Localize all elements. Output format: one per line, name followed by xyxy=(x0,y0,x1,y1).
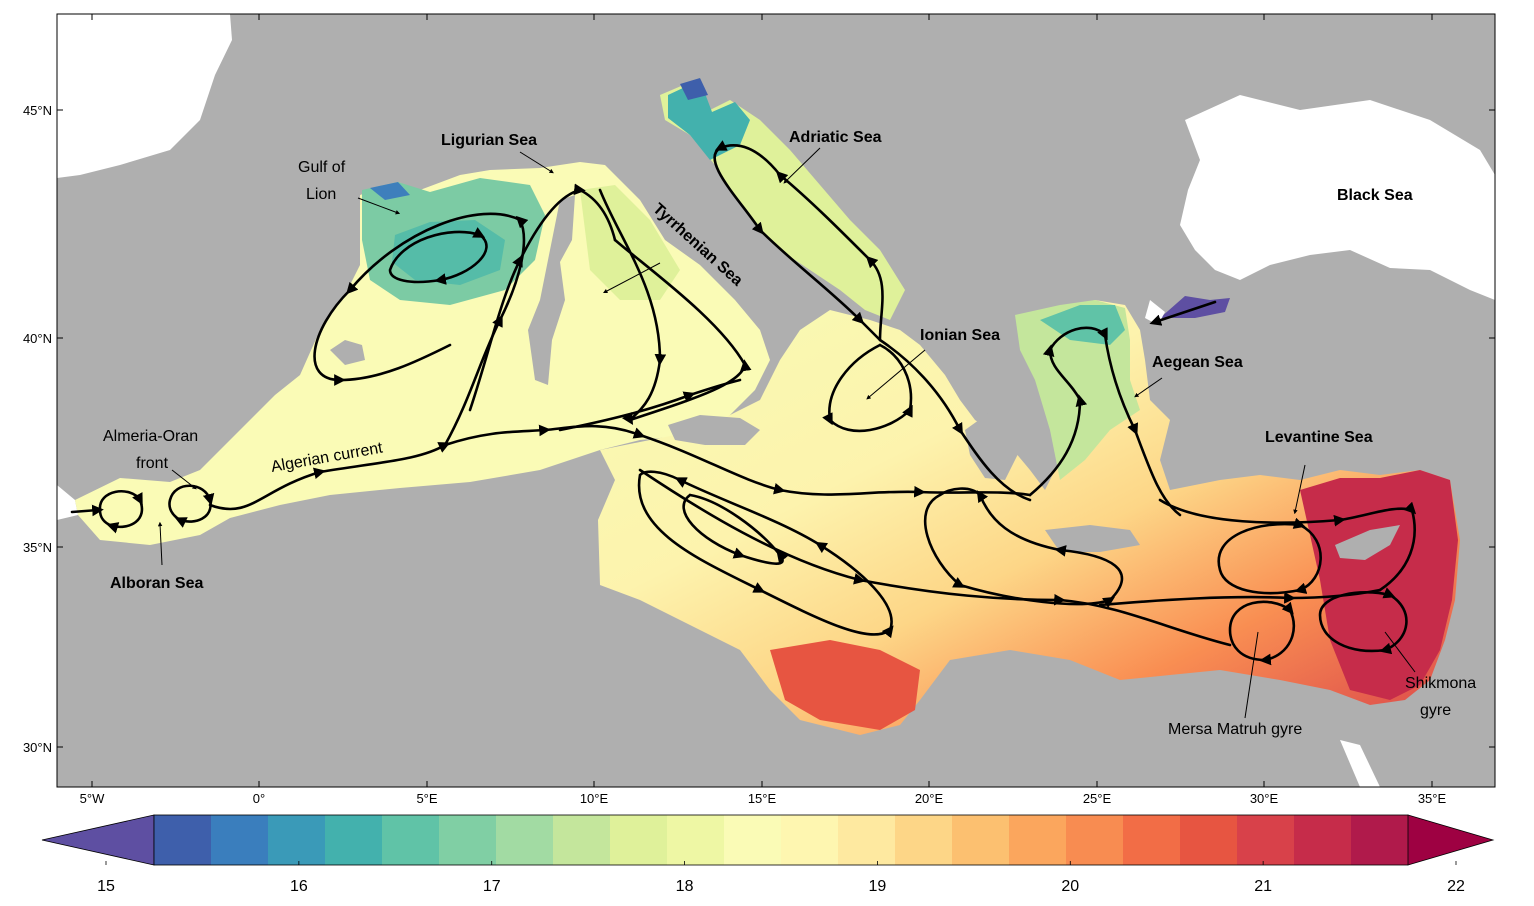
label-black-sea: Black Sea xyxy=(1337,187,1413,204)
colorbar-swatch xyxy=(1294,815,1352,865)
aegean-loop xyxy=(1028,326,1182,517)
colorbar-tick-label: 19 xyxy=(869,878,887,895)
colorbar-swatch xyxy=(1180,815,1238,865)
colorbar-swatch xyxy=(724,815,782,865)
ligurian-gyre xyxy=(388,227,488,285)
lon-tick-label: 35°E xyxy=(1418,791,1447,806)
colorbar-swatch xyxy=(895,815,953,865)
northern-current xyxy=(468,183,617,412)
cyprus xyxy=(1335,525,1400,560)
colorbar-swatch xyxy=(439,815,497,865)
ionian-eastern-branch xyxy=(878,338,1032,502)
tyrrhenian-branch xyxy=(558,378,742,432)
colorbar-swatch xyxy=(610,815,668,865)
label-adriatic-sea: Adriatic Sea xyxy=(789,129,882,146)
shikmona-gyre-path xyxy=(1318,587,1408,655)
map-frame xyxy=(57,14,1495,787)
red-sea xyxy=(1340,740,1380,787)
label-gulf-of-lion-1: Gulf of xyxy=(298,159,346,176)
colorbar-swatch xyxy=(553,815,611,865)
lon-tick-label: 5°W xyxy=(80,791,105,806)
lon-tick-label: 5°E xyxy=(416,791,437,806)
map-border xyxy=(56,13,1496,788)
colorbar-swatch xyxy=(1123,815,1181,865)
colorbar-tick-label: 20 xyxy=(1061,878,1079,895)
colorbar-extend-low xyxy=(41,814,155,866)
axis-ticks: 5°W 0° 5°E 10°E 15°E 20°E 25°E 30°E 35°E 45°N 40°N… xyxy=(23,14,1495,806)
lat-tick-label: 45°N xyxy=(23,103,52,118)
lon-tick-label: 10°E xyxy=(580,791,609,806)
gulf-of-lion-edge xyxy=(370,182,410,200)
colorbar-swatch xyxy=(1066,815,1124,865)
label-aegean-sea: Aegean Sea xyxy=(1152,354,1243,371)
colorbar-swatch xyxy=(268,815,326,865)
colorbar-swatch xyxy=(1009,815,1067,865)
sidra-loop xyxy=(637,470,894,639)
label-almeria-oran-1: Almeria-Oran xyxy=(103,428,198,445)
lon-tick-label: 15°E xyxy=(748,791,777,806)
lat-tick-label: 35°N xyxy=(23,540,52,555)
central-small-loop xyxy=(682,493,789,565)
alboran-entry xyxy=(70,504,104,517)
alboran-east-gyre xyxy=(168,484,215,528)
colorbar-swatch xyxy=(838,815,896,865)
colorbar-tick-label: 21 xyxy=(1254,878,1272,895)
colorbar-tick-label: 17 xyxy=(483,878,501,895)
colorbar-swatch xyxy=(211,815,269,865)
tyrrhenian-loop xyxy=(598,188,752,425)
colorbar-tick-label: 15 xyxy=(97,878,115,895)
adriatic-north-edge xyxy=(680,78,708,100)
colorbar-tick-label: 22 xyxy=(1447,878,1465,895)
colorbar-extend-high xyxy=(1407,814,1495,866)
label-shikmona-1: Shikmona xyxy=(1405,675,1476,692)
peloponnese xyxy=(965,412,1020,480)
atlantic-ocean xyxy=(57,14,232,178)
adriatic-north-cool xyxy=(668,80,750,160)
label-levantine-sea: Levantine Sea xyxy=(1265,429,1373,446)
lon-tick-label: 25°E xyxy=(1083,791,1112,806)
label-shikmona-2: gyre xyxy=(1420,702,1451,719)
algerian-current-path xyxy=(208,424,1032,511)
black-sea xyxy=(1180,95,1495,300)
lon-tick-label: 0° xyxy=(253,791,265,806)
lat-tick-label: 30°N xyxy=(23,740,52,755)
alboran-west-gyre xyxy=(98,490,144,534)
mersa-matruh-gyre-path xyxy=(1228,600,1296,666)
colorbar-swatch xyxy=(1351,815,1409,865)
circulation-currents xyxy=(70,140,1417,666)
dardanelles-flow xyxy=(1149,300,1217,326)
levantine-current xyxy=(1158,498,1417,592)
colorbar-swatch xyxy=(1237,815,1295,865)
lat-tick-label: 40°N xyxy=(23,331,52,346)
label-almeria-oran-2: front xyxy=(136,455,169,472)
cyprus-west-gyre xyxy=(1217,517,1322,595)
colorbar-swatch xyxy=(154,815,212,865)
colorbar-swatch xyxy=(325,815,383,865)
colorbar-tick-label: 16 xyxy=(290,878,308,895)
colorbar: 15 16 17 18 19 20 21 22 xyxy=(41,814,1495,895)
adriatic-loop xyxy=(713,140,884,342)
colorbar-swatch xyxy=(496,815,554,865)
colorbar-tick-label: 18 xyxy=(676,878,694,895)
label-gulf-of-lion-2: Lion xyxy=(306,186,336,203)
label-alboran-sea: Alboran Sea xyxy=(110,575,203,592)
label-ionian-sea: Ionian Sea xyxy=(920,327,1000,344)
label-mersa-matruh-gyre: Mersa Matruh gyre xyxy=(1168,721,1302,738)
label-pointers xyxy=(157,147,1416,719)
colorbar-swatch xyxy=(667,815,725,865)
colorbar-swatch xyxy=(382,815,440,865)
label-ligurian-sea: Ligurian Sea xyxy=(441,132,537,149)
ionian-loop xyxy=(822,343,913,433)
colorbar-swatch xyxy=(952,815,1010,865)
lon-tick-label: 30°E xyxy=(1250,791,1279,806)
lon-tick-label: 20°E xyxy=(915,791,944,806)
cretan-loop xyxy=(923,487,1124,609)
libyan-warm xyxy=(770,640,920,730)
colorbar-swatch xyxy=(781,815,839,865)
colorbar-border xyxy=(153,814,1409,866)
